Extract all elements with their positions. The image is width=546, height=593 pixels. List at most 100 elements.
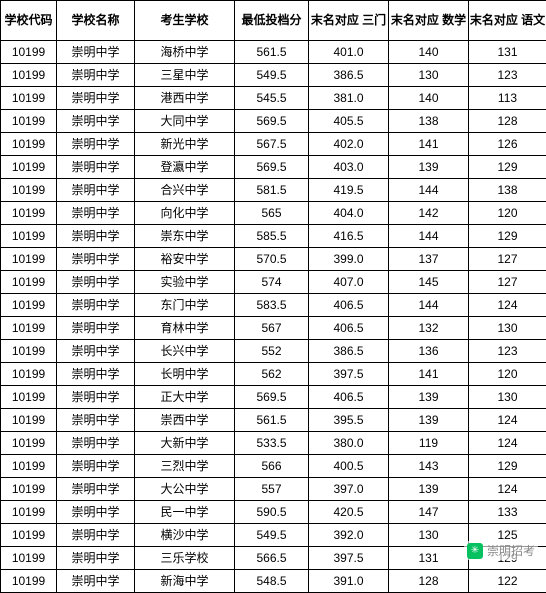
cell-exam: 大公中学 (135, 478, 235, 501)
cell-math: 145 (389, 271, 469, 294)
cell-score: 569.5 (235, 156, 309, 179)
cell-math: 143 (389, 455, 469, 478)
cell-chn: 133 (469, 501, 546, 524)
cell-t3: 416.5 (309, 225, 389, 248)
table-row: 10199崇明中学向化中学565404.0142120 (1, 202, 546, 225)
table-row: 10199崇明中学长明中学562397.5141120 (1, 363, 546, 386)
cell-t3: 402.0 (309, 133, 389, 156)
cell-school: 崇明中学 (57, 202, 135, 225)
cell-exam: 新光中学 (135, 133, 235, 156)
cell-code: 10199 (1, 87, 57, 110)
cell-score: 545.5 (235, 87, 309, 110)
table-row: 10199崇明中学三乐学校566.5397.5131129 (1, 547, 546, 570)
cell-math: 139 (389, 156, 469, 179)
cell-chn: 129 (469, 156, 546, 179)
cell-school: 崇明中学 (57, 41, 135, 64)
cell-exam: 合兴中学 (135, 179, 235, 202)
cell-t3: 399.0 (309, 248, 389, 271)
cell-t3: 406.5 (309, 317, 389, 340)
cell-school: 崇明中学 (57, 409, 135, 432)
cell-exam: 民一中学 (135, 501, 235, 524)
cell-t3: 407.0 (309, 271, 389, 294)
table-row: 10199崇明中学崇东中学585.5416.5144129 (1, 225, 546, 248)
cell-school: 崇明中学 (57, 455, 135, 478)
cell-math: 144 (389, 225, 469, 248)
cell-score: 557 (235, 478, 309, 501)
cell-exam: 三星中学 (135, 64, 235, 87)
cell-score: 569.5 (235, 386, 309, 409)
cell-school: 崇明中学 (57, 547, 135, 570)
table-row: 10199崇明中学崇西中学561.5395.5139124 (1, 409, 546, 432)
cell-chn: 123 (469, 64, 546, 87)
cell-score: 533.5 (235, 432, 309, 455)
col-header-score: 最低投档分 (235, 1, 309, 41)
cell-chn: 129 (469, 547, 546, 570)
cell-exam: 新海中学 (135, 570, 235, 593)
cell-t3: 395.5 (309, 409, 389, 432)
cell-school: 崇明中学 (57, 570, 135, 593)
cell-exam: 崇西中学 (135, 409, 235, 432)
cell-t3: 386.5 (309, 64, 389, 87)
cell-school: 崇明中学 (57, 363, 135, 386)
cell-t3: 386.5 (309, 340, 389, 363)
cell-t3: 405.5 (309, 110, 389, 133)
cell-exam: 横沙中学 (135, 524, 235, 547)
cell-code: 10199 (1, 156, 57, 179)
cell-exam: 长明中学 (135, 363, 235, 386)
col-header-math: 末名对应 数学 (389, 1, 469, 41)
table-row: 10199崇明中学新海中学548.5391.0128122 (1, 570, 546, 593)
cell-score: 569.5 (235, 110, 309, 133)
cell-t3: 392.0 (309, 524, 389, 547)
table-row: 10199崇明中学三星中学549.5386.5130123 (1, 64, 546, 87)
cell-chn: 120 (469, 363, 546, 386)
cell-chn: 124 (469, 294, 546, 317)
cell-school: 崇明中学 (57, 156, 135, 179)
cell-chn: 123 (469, 340, 546, 363)
col-header-exam: 考生学校 (135, 1, 235, 41)
cell-exam: 东门中学 (135, 294, 235, 317)
cell-code: 10199 (1, 547, 57, 570)
table-row: 10199崇明中学东门中学583.5406.5144124 (1, 294, 546, 317)
cell-code: 10199 (1, 133, 57, 156)
cell-t3: 406.5 (309, 294, 389, 317)
cell-chn: 127 (469, 248, 546, 271)
table-row: 10199崇明中学裕安中学570.5399.0137127 (1, 248, 546, 271)
cell-code: 10199 (1, 202, 57, 225)
cell-t3: 397.5 (309, 547, 389, 570)
cell-score: 570.5 (235, 248, 309, 271)
cell-exam: 三烈中学 (135, 455, 235, 478)
table-header-row: 学校代码学校名称考生学校最低投档分末名对应 三门末名对应 数学末名对应 语文 (1, 1, 546, 41)
table-row: 10199崇明中学民一中学590.5420.5147133 (1, 501, 546, 524)
cell-t3: 380.0 (309, 432, 389, 455)
cell-math: 138 (389, 110, 469, 133)
cell-exam: 登瀛中学 (135, 156, 235, 179)
table-row: 10199崇明中学大公中学557397.0139124 (1, 478, 546, 501)
cell-chn: 128 (469, 110, 546, 133)
cell-code: 10199 (1, 110, 57, 133)
cell-math: 144 (389, 294, 469, 317)
table-row: 10199崇明中学三烈中学566400.5143129 (1, 455, 546, 478)
cell-score: 562 (235, 363, 309, 386)
table-row: 10199崇明中学大新中学533.5380.0119124 (1, 432, 546, 455)
cell-score: 585.5 (235, 225, 309, 248)
cell-score: 548.5 (235, 570, 309, 593)
table-row: 10199崇明中学港西中学545.5381.0140113 (1, 87, 546, 110)
cell-code: 10199 (1, 455, 57, 478)
col-header-t3: 末名对应 三门 (309, 1, 389, 41)
table-row: 10199崇明中学正大中学569.5406.5139130 (1, 386, 546, 409)
cell-math: 130 (389, 524, 469, 547)
cell-school: 崇明中学 (57, 110, 135, 133)
cell-exam: 崇东中学 (135, 225, 235, 248)
cell-code: 10199 (1, 179, 57, 202)
table-row: 10199崇明中学合兴中学581.5419.5144138 (1, 179, 546, 202)
cell-chn: 129 (469, 225, 546, 248)
cell-math: 141 (389, 363, 469, 386)
cell-school: 崇明中学 (57, 294, 135, 317)
cell-t3: 397.5 (309, 363, 389, 386)
cell-t3: 397.0 (309, 478, 389, 501)
cell-exam: 正大中学 (135, 386, 235, 409)
cell-math: 130 (389, 64, 469, 87)
cell-math: 147 (389, 501, 469, 524)
cell-t3: 400.5 (309, 455, 389, 478)
table-row: 10199崇明中学育林中学567406.5132130 (1, 317, 546, 340)
